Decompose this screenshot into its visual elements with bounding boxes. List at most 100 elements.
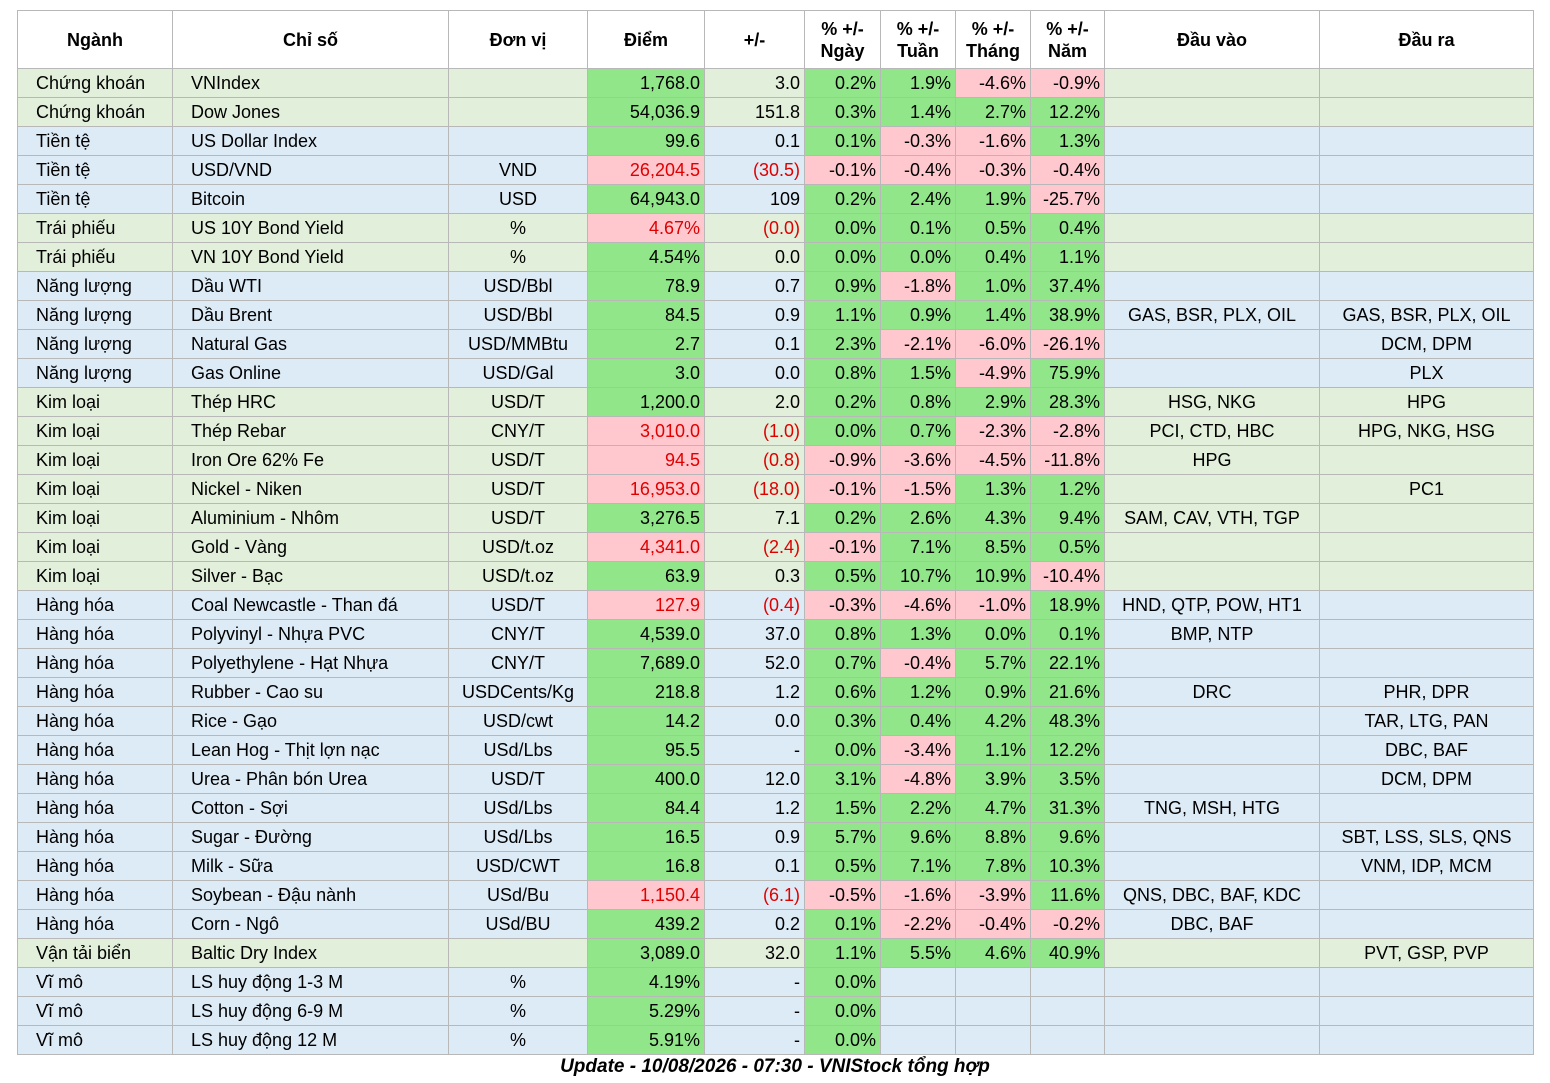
table-cell: 0.0 xyxy=(704,358,805,388)
table-cell xyxy=(1319,1025,1534,1055)
table-cell: USD/Bbl xyxy=(448,271,588,301)
table-row: Trái phiếu VN 10Y Bond Yield% 4.54% 0.0 0.0%… xyxy=(17,242,1534,272)
table-cell: Soybean - Đậu nành xyxy=(172,880,449,910)
table-cell: - xyxy=(704,996,805,1026)
table-cell: USD/t.oz xyxy=(448,532,588,562)
table-cell: Hàng hóa xyxy=(17,619,173,649)
table-cell: USD/MMBtu xyxy=(448,329,588,359)
table-cell: 12.2% xyxy=(1030,735,1105,765)
table-cell: 1.3% xyxy=(1030,126,1105,156)
table-cell: SAM, CAV, VTH, TGP xyxy=(1104,503,1320,533)
table-row: Kim loại Silver - Bạc USD/t.oz 63.9 0.3 0.5% 1… xyxy=(17,561,1534,591)
table-cell xyxy=(1104,68,1320,98)
table-cell xyxy=(1104,271,1320,301)
table-cell: 16.5 xyxy=(587,822,705,852)
table-cell: 0.8% xyxy=(880,387,956,417)
table-cell: -0.2% xyxy=(1030,909,1105,939)
table-cell: 1.3% xyxy=(955,474,1031,504)
table-cell: 2.7% xyxy=(955,97,1031,127)
table-cell: 1.1% xyxy=(1030,242,1105,272)
table-cell: 0.2% xyxy=(804,184,881,214)
table-cell: 0.1% xyxy=(880,213,956,243)
table-cell: -2.8% xyxy=(1030,416,1105,446)
table-cell: % xyxy=(448,242,588,272)
table-cell: 4.54% xyxy=(587,242,705,272)
table-cell: % xyxy=(448,967,588,997)
table-cell: Năng lượng xyxy=(17,300,173,330)
table-cell: -0.5% xyxy=(804,880,881,910)
table-cell: Polyvinyl - Nhựa PVC xyxy=(172,619,449,649)
table-cell: VNIndex xyxy=(172,68,449,98)
table-cell: USD/T xyxy=(448,503,588,533)
table-cell: PC1 xyxy=(1319,474,1534,504)
table-row: Kim loại Thép Rebar CNY/T 3,010.0 (1.0) 0.0% 0… xyxy=(17,416,1534,446)
table-cell: 8.8% xyxy=(955,822,1031,852)
table-cell: 7,689.0 xyxy=(587,648,705,678)
table-cell: 2.4% xyxy=(880,184,956,214)
table-cell: QNS, DBC, BAF, KDC xyxy=(1104,880,1320,910)
table-row: Hàng hóa Soybean - Đậu nành USd/Bu 1,150.4(… xyxy=(17,880,1534,910)
table-cell: Hàng hóa xyxy=(17,851,173,881)
table-cell xyxy=(1319,880,1534,910)
table-cell: 1.9% xyxy=(880,68,956,98)
table-cell: LS huy động 1-3 M xyxy=(172,967,449,997)
table-cell xyxy=(1104,184,1320,214)
table-row: Chứng khoán Dow Jones 54,036.9 151.8 0.3% 1.4… xyxy=(17,97,1534,127)
table-cell: 1.3% xyxy=(880,619,956,649)
table-cell: USD/T xyxy=(448,474,588,504)
table-cell: 10.9% xyxy=(955,561,1031,591)
table-cell: 8.5% xyxy=(955,532,1031,562)
table-row: Vĩ mô LS huy động 6-9 M% 5.29% -0.0% xyxy=(17,996,1534,1026)
table-cell: 151.8 xyxy=(704,97,805,127)
table-cell: TNG, MSH, HTG xyxy=(1104,793,1320,823)
table-cell: 0.6% xyxy=(804,677,881,707)
table-row: Tiền tệ Bitcoin USD 64,943.0 109 0.2% 2.4% 1.9%… xyxy=(17,184,1534,214)
table-cell: % xyxy=(448,996,588,1026)
table-cell: USD/Bbl xyxy=(448,300,588,330)
table-cell: - xyxy=(704,967,805,997)
table-cell: HPG xyxy=(1319,387,1534,417)
table-cell: (30.5) xyxy=(704,155,805,185)
table-cell: 0.9 xyxy=(704,822,805,852)
table-cell xyxy=(1319,184,1534,214)
table-cell: USD/VND xyxy=(172,155,449,185)
table-cell xyxy=(1104,735,1320,765)
table-row: Hàng hóa Cotton - Sợi USd/Lbs 84.4 1.2 1.5% 2.… xyxy=(17,793,1534,823)
table-cell xyxy=(1104,155,1320,185)
table-cell: Hàng hóa xyxy=(17,706,173,736)
table-cell xyxy=(1319,213,1534,243)
table-cell xyxy=(1104,358,1320,388)
header-cell: +/- xyxy=(704,10,805,69)
table-cell: - xyxy=(704,735,805,765)
table-cell: HND, QTP, POW, HT1 xyxy=(1104,590,1320,620)
table-cell: 1.5% xyxy=(804,793,881,823)
table-cell: -0.9% xyxy=(804,445,881,475)
table-cell: 0.2% xyxy=(804,68,881,98)
table-cell: 0.3% xyxy=(804,706,881,736)
table-cell: USD/T xyxy=(448,445,588,475)
table-cell: HPG xyxy=(1104,445,1320,475)
table-cell: DCM, DPM xyxy=(1319,764,1534,794)
table-cell: 0.3 xyxy=(704,561,805,591)
table-cell: CNY/T xyxy=(448,416,588,446)
table-row: Hàng hóa Corn - Ngô USd/BU 439.2 0.2 0.1% -2.2… xyxy=(17,909,1534,939)
table-cell: 0.4% xyxy=(1030,213,1105,243)
table-cell: CNY/T xyxy=(448,648,588,678)
table-row: Kim loại Aluminium - Nhôm USD/T 3,276.5 7.1 0… xyxy=(17,503,1534,533)
table-cell: 5.29% xyxy=(587,996,705,1026)
table-cell: 0.0% xyxy=(804,967,881,997)
table-cell: USD/t.oz xyxy=(448,561,588,591)
table-cell: -4.6% xyxy=(955,68,1031,98)
table-cell: Thép Rebar xyxy=(172,416,449,446)
table-cell: -1.5% xyxy=(880,474,956,504)
table-cell: -26.1% xyxy=(1030,329,1105,359)
table-cell: -0.3% xyxy=(955,155,1031,185)
table-cell: 2.7 xyxy=(587,329,705,359)
table-cell: 9.4% xyxy=(1030,503,1105,533)
table-cell: 3.5% xyxy=(1030,764,1105,794)
table-cell: -2.2% xyxy=(880,909,956,939)
table-cell: Kim loại xyxy=(17,387,173,417)
table-row: Năng lượng Dầu Brent USD/Bbl 84.5 0.9 1.1% 0.9… xyxy=(17,300,1534,330)
table-cell: Kim loại xyxy=(17,532,173,562)
table-cell: (2.4) xyxy=(704,532,805,562)
